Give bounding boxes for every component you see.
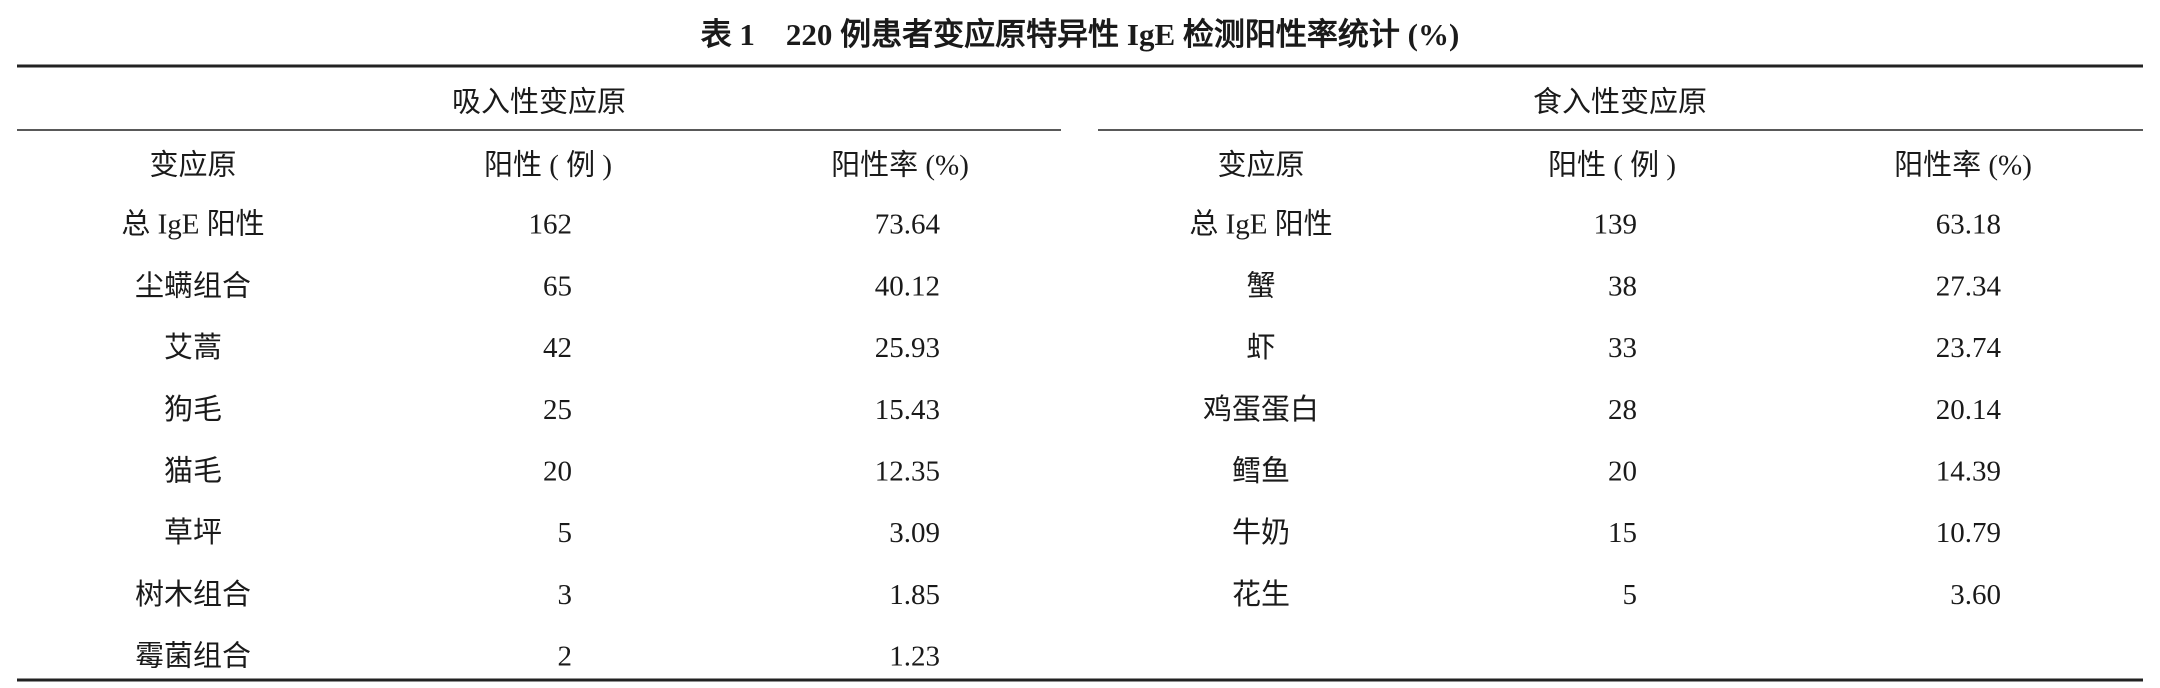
table-cell: 28 xyxy=(1608,394,1637,426)
table-cell: 3 xyxy=(558,579,573,611)
table-cell: 12.35 xyxy=(875,455,940,487)
group-header: 吸入性变应原 xyxy=(452,86,626,119)
table-cell: 鸡蛋蛋白 xyxy=(1203,393,1319,426)
table-cell: 3.09 xyxy=(889,517,940,549)
table-cell: 20 xyxy=(543,455,572,487)
table-cell: 14.39 xyxy=(1936,455,2001,487)
table-cell: 牛奶 xyxy=(1232,516,1290,549)
group-header: 食入性变应原 xyxy=(1533,86,1707,119)
table-cell: 5 xyxy=(558,517,573,549)
table-cell: 总 IgE 阳性 xyxy=(1189,208,1332,241)
table-cell: 虾 xyxy=(1246,332,1275,364)
table-cell: 33 xyxy=(1608,332,1637,364)
table-cell: 38 xyxy=(1608,270,1637,302)
table-cell: 3.60 xyxy=(1950,579,2001,611)
table-cell: 65 xyxy=(543,270,572,302)
table-cell: 总 IgE 阳性 xyxy=(121,208,264,241)
table-cell: 1.23 xyxy=(889,641,940,673)
table-cell: 20.14 xyxy=(1936,394,2002,426)
table-cell: 63.18 xyxy=(1936,209,2001,241)
table-cell: 2 xyxy=(558,641,573,673)
column-header: 阳性 ( 例 ) xyxy=(484,149,612,182)
table-cell: 花生 xyxy=(1232,578,1290,611)
table-cell: 25 xyxy=(543,394,572,426)
table-title: 表 1 220 例患者变应原特异性 IgE 检测阳性率统计 (%) xyxy=(701,17,1460,52)
table-cell: 10.79 xyxy=(1936,517,2001,549)
table-cell: 139 xyxy=(1594,209,1638,241)
table-cell: 草坪 xyxy=(164,516,222,549)
table-cell: 20 xyxy=(1608,455,1637,487)
column-header: 变应原 xyxy=(1217,149,1304,182)
column-header: 阳性率 (%) xyxy=(1894,149,2032,182)
table-cell: 15 xyxy=(1608,517,1637,549)
table-cell: 23.74 xyxy=(1936,332,2002,364)
table-cell: 162 xyxy=(529,209,573,241)
table-cell: 15.43 xyxy=(875,394,940,426)
table-cell: 蟹 xyxy=(1246,269,1275,302)
table-cell: 鳕鱼 xyxy=(1232,454,1290,487)
table-cell: 5 xyxy=(1623,579,1638,611)
table-cell: 27.34 xyxy=(1936,270,2002,302)
column-header: 变应原 xyxy=(149,149,236,182)
table-cell: 树木组合 xyxy=(135,578,251,611)
table-cell: 猫毛 xyxy=(164,454,222,487)
table-cell: 73.64 xyxy=(875,209,941,241)
column-header: 阳性 ( 例 ) xyxy=(1548,149,1676,182)
table-cell: 40.12 xyxy=(875,270,940,302)
table-cell: 狗毛 xyxy=(164,393,222,426)
table-cell: 霉菌组合 xyxy=(135,640,251,673)
table-cell: 25.93 xyxy=(875,332,940,364)
table-cell: 1.85 xyxy=(889,579,940,611)
table-cell: 艾蒿 xyxy=(164,331,222,364)
table-cell: 尘螨组合 xyxy=(135,269,251,302)
column-header: 阳性率 (%) xyxy=(831,149,969,182)
table-cell: 42 xyxy=(543,332,572,364)
